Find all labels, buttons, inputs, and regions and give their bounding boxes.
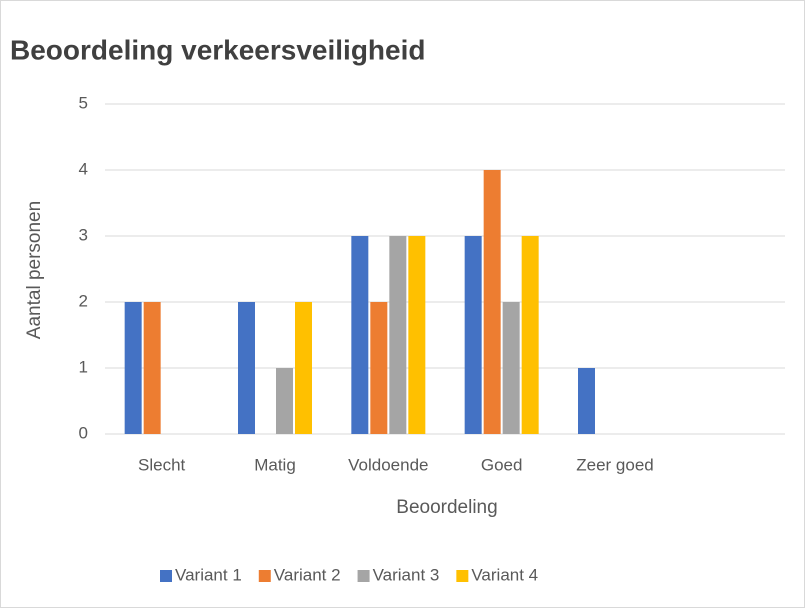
legend-swatch bbox=[456, 570, 469, 582]
bar bbox=[370, 302, 388, 434]
bar bbox=[483, 170, 501, 434]
x-tick-label: Matig bbox=[254, 455, 296, 474]
legend-swatch bbox=[258, 570, 271, 582]
bar bbox=[521, 236, 539, 434]
x-tick-label: Zeer goed bbox=[576, 455, 654, 474]
bar bbox=[578, 368, 595, 434]
y-tick-label: 1 bbox=[79, 357, 88, 376]
bar bbox=[143, 302, 161, 434]
bar bbox=[389, 236, 407, 434]
legend-swatch bbox=[357, 570, 370, 582]
bar bbox=[408, 236, 426, 434]
y-tick-label: 3 bbox=[79, 225, 88, 244]
legend-label: Variant 4 bbox=[471, 565, 538, 584]
legend-label: Variant 2 bbox=[274, 565, 341, 584]
legend-label: Variant 1 bbox=[175, 565, 242, 584]
bar bbox=[502, 302, 520, 434]
x-axis-label: Beoordeling bbox=[396, 497, 497, 518]
y-tick-label: 5 bbox=[79, 93, 88, 112]
y-axis-label: Aantal personen bbox=[24, 201, 45, 339]
bar bbox=[124, 302, 142, 434]
x-tick-label: Goed bbox=[481, 455, 523, 474]
bar bbox=[238, 302, 255, 434]
x-tick-label: Voldoende bbox=[348, 455, 428, 474]
y-tick-label: 4 bbox=[79, 159, 88, 178]
y-tick-label: 0 bbox=[79, 423, 88, 442]
bar bbox=[464, 236, 482, 434]
y-tick-label: 2 bbox=[79, 291, 88, 310]
x-tick-label: Slecht bbox=[138, 455, 186, 474]
legend-label: Variant 3 bbox=[373, 565, 440, 584]
bar bbox=[351, 236, 369, 434]
bar bbox=[295, 302, 312, 434]
legend-swatch bbox=[160, 570, 172, 582]
chart-title: Beoordeling verkeersveiligheid bbox=[10, 34, 426, 65]
bar bbox=[276, 368, 293, 434]
